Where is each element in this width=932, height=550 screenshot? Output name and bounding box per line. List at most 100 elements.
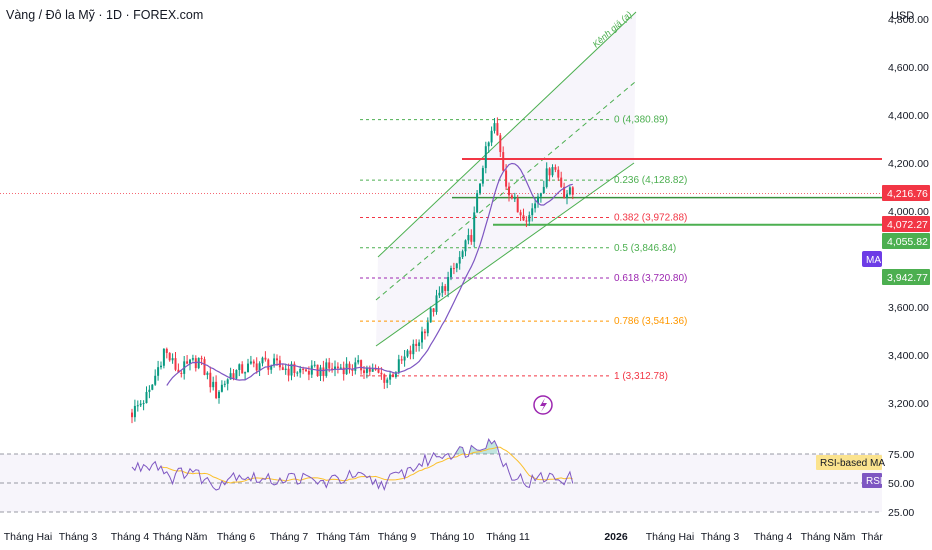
candle-body xyxy=(267,359,270,370)
candle-body xyxy=(177,369,180,373)
candle-body xyxy=(557,169,560,178)
candle-body xyxy=(380,372,383,375)
candle-body xyxy=(220,384,223,392)
candle-body xyxy=(400,359,403,361)
candle-body xyxy=(525,220,528,222)
time-tick-label: Tháng 4 xyxy=(754,531,793,543)
candle-body xyxy=(508,186,510,196)
main-plot-area[interactable]: Kênh giá (a)0 (4,380.89)0.236 (4,128.82)… xyxy=(0,9,882,424)
candle-body xyxy=(432,308,435,313)
price-axis[interactable]: 3,200.00 3,400.00 3,600.00 4,000.00 4,200.00… xyxy=(816,14,930,519)
candle-body xyxy=(554,167,557,170)
candle-body xyxy=(484,146,487,169)
candle-body xyxy=(383,374,386,383)
candle-body xyxy=(464,240,467,252)
candle-body xyxy=(505,170,508,187)
candle-body xyxy=(310,365,313,375)
candle-body xyxy=(412,343,415,355)
rsi-badge-bg xyxy=(862,473,882,488)
candle-body xyxy=(215,381,218,399)
candle-body xyxy=(281,367,284,370)
candle-body xyxy=(392,374,394,377)
candle-body xyxy=(493,123,496,131)
candle-body xyxy=(171,358,174,361)
price-label: 4,072.27 xyxy=(887,219,928,231)
candle-body xyxy=(209,372,212,388)
price-tick-label: 4,200.00 xyxy=(888,158,929,170)
candle-body xyxy=(444,286,447,291)
candle-body xyxy=(261,357,264,364)
candle-body xyxy=(287,368,290,376)
candle-body xyxy=(180,372,183,374)
candle-body xyxy=(273,358,276,366)
candle-body xyxy=(264,357,267,360)
fib-label-0.618: 0.618 (3,720.80) xyxy=(614,273,687,284)
candle-body xyxy=(418,342,421,346)
ma-badge: MA xyxy=(866,255,881,266)
symbol-title[interactable]: Vàng / Đô la Mỹ · 1D · FOREX.com xyxy=(6,8,204,22)
candle-body xyxy=(229,373,232,380)
candle-body xyxy=(499,135,502,153)
candle-body xyxy=(238,364,241,371)
fib-label-1: 1 (3,312.78) xyxy=(614,371,668,382)
candle-body xyxy=(421,331,423,343)
rsi-pane[interactable] xyxy=(0,438,882,513)
candle-body xyxy=(136,405,139,407)
candle-body xyxy=(232,373,235,379)
candle-body xyxy=(299,368,302,373)
candle-body xyxy=(189,359,191,364)
price-tick-label: 4,600.00 xyxy=(888,62,929,74)
price-label: 4,216.76 xyxy=(887,188,928,200)
candle-body xyxy=(313,364,316,366)
candle-body xyxy=(470,235,473,242)
candle-body xyxy=(415,343,418,346)
candle-body xyxy=(365,368,368,373)
currency-label[interactable]: USD xyxy=(891,10,915,22)
candle-body xyxy=(160,365,162,368)
candle-body xyxy=(406,350,409,357)
candle-body xyxy=(235,370,238,379)
price-label: 4,055.82 xyxy=(887,236,928,248)
candle-body xyxy=(336,366,339,369)
candle-body xyxy=(542,186,545,194)
candle-body xyxy=(139,403,142,406)
fib-label-0.236: 0.236 (4,128.82) xyxy=(614,175,687,186)
candle-body xyxy=(403,356,406,361)
candle-body xyxy=(441,286,444,293)
candle-body xyxy=(249,361,252,364)
candle-body xyxy=(450,268,452,278)
candle-body xyxy=(389,374,392,380)
candle-body xyxy=(537,196,539,204)
candle-body xyxy=(374,368,377,370)
candle-body xyxy=(247,363,249,373)
time-tick-label: Tháng 3 xyxy=(59,531,98,543)
candle-body xyxy=(560,177,563,187)
candle-body xyxy=(360,360,363,371)
candle-body xyxy=(473,212,476,242)
candle-body xyxy=(438,292,441,296)
candle-body xyxy=(357,360,360,363)
candle-body xyxy=(409,350,412,355)
candle-body xyxy=(290,363,293,376)
candle-body xyxy=(284,368,287,370)
price-tick-label: 3,200.00 xyxy=(888,398,929,410)
candle-body xyxy=(429,308,432,323)
candle-body xyxy=(394,372,397,377)
lightning-icon-bolt xyxy=(540,398,547,412)
price-label: 3,942.77 xyxy=(887,272,928,284)
candle-body xyxy=(334,366,336,370)
time-tick-label: Tháng Năm xyxy=(153,531,208,543)
candle-body xyxy=(186,361,189,364)
candle-body xyxy=(145,391,148,404)
candle-body xyxy=(206,372,209,375)
rsi-ma-badge: RSI-based MA xyxy=(820,458,885,469)
rsi-tick-label: 50.00 xyxy=(888,478,914,490)
price-tick-label: 4,400.00 xyxy=(888,110,929,122)
candle-body xyxy=(244,372,247,374)
candle-body xyxy=(534,203,537,209)
candle-body xyxy=(168,352,171,361)
candle-body xyxy=(519,212,522,216)
price-tick-label: 3,600.00 xyxy=(888,302,929,314)
candle-body xyxy=(226,379,229,384)
